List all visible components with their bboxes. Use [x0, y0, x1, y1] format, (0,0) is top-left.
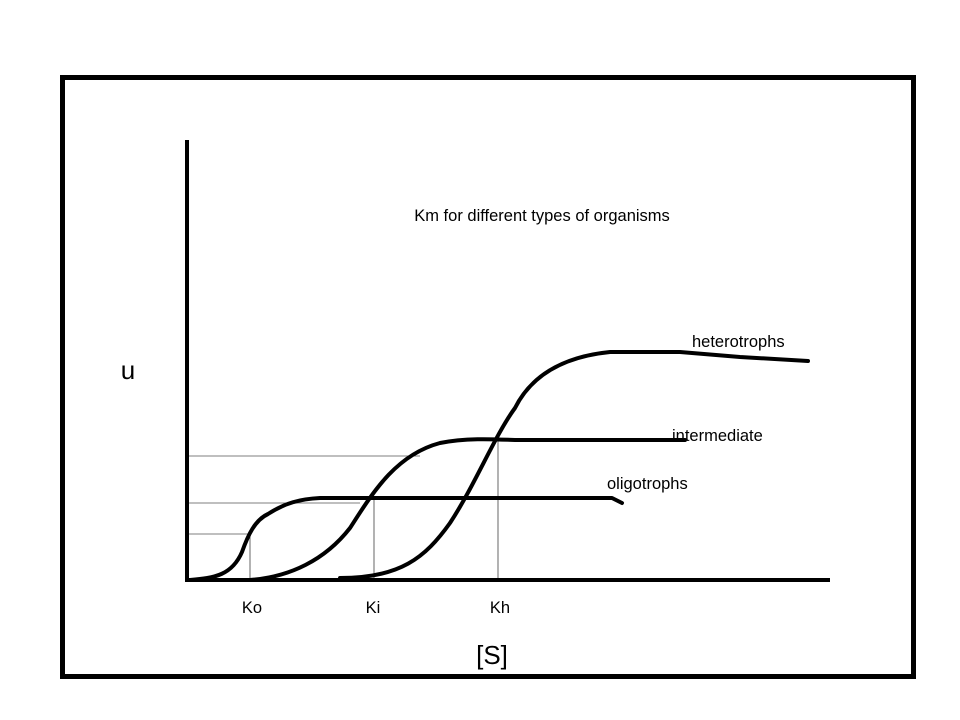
- k-label-ko: Ko: [242, 599, 262, 617]
- diagram-title: Km for different types of organisms: [414, 207, 670, 225]
- curve-label-heterotrophs: heterotrophs: [692, 333, 785, 351]
- curve-label-intermediate: intermediate: [672, 427, 763, 445]
- curve-heterotrophs: [338, 350, 810, 580]
- curve-label-oligotrophs: oligotrophs: [607, 475, 688, 493]
- curve-intermediate: [248, 437, 687, 582]
- k-label-ki: Ki: [366, 599, 381, 617]
- x-axis-label: [S]: [476, 640, 508, 670]
- curve-oligotrophs: [188, 496, 624, 582]
- k-label-kh: Kh: [490, 599, 510, 617]
- y-axis-label: u: [121, 355, 135, 385]
